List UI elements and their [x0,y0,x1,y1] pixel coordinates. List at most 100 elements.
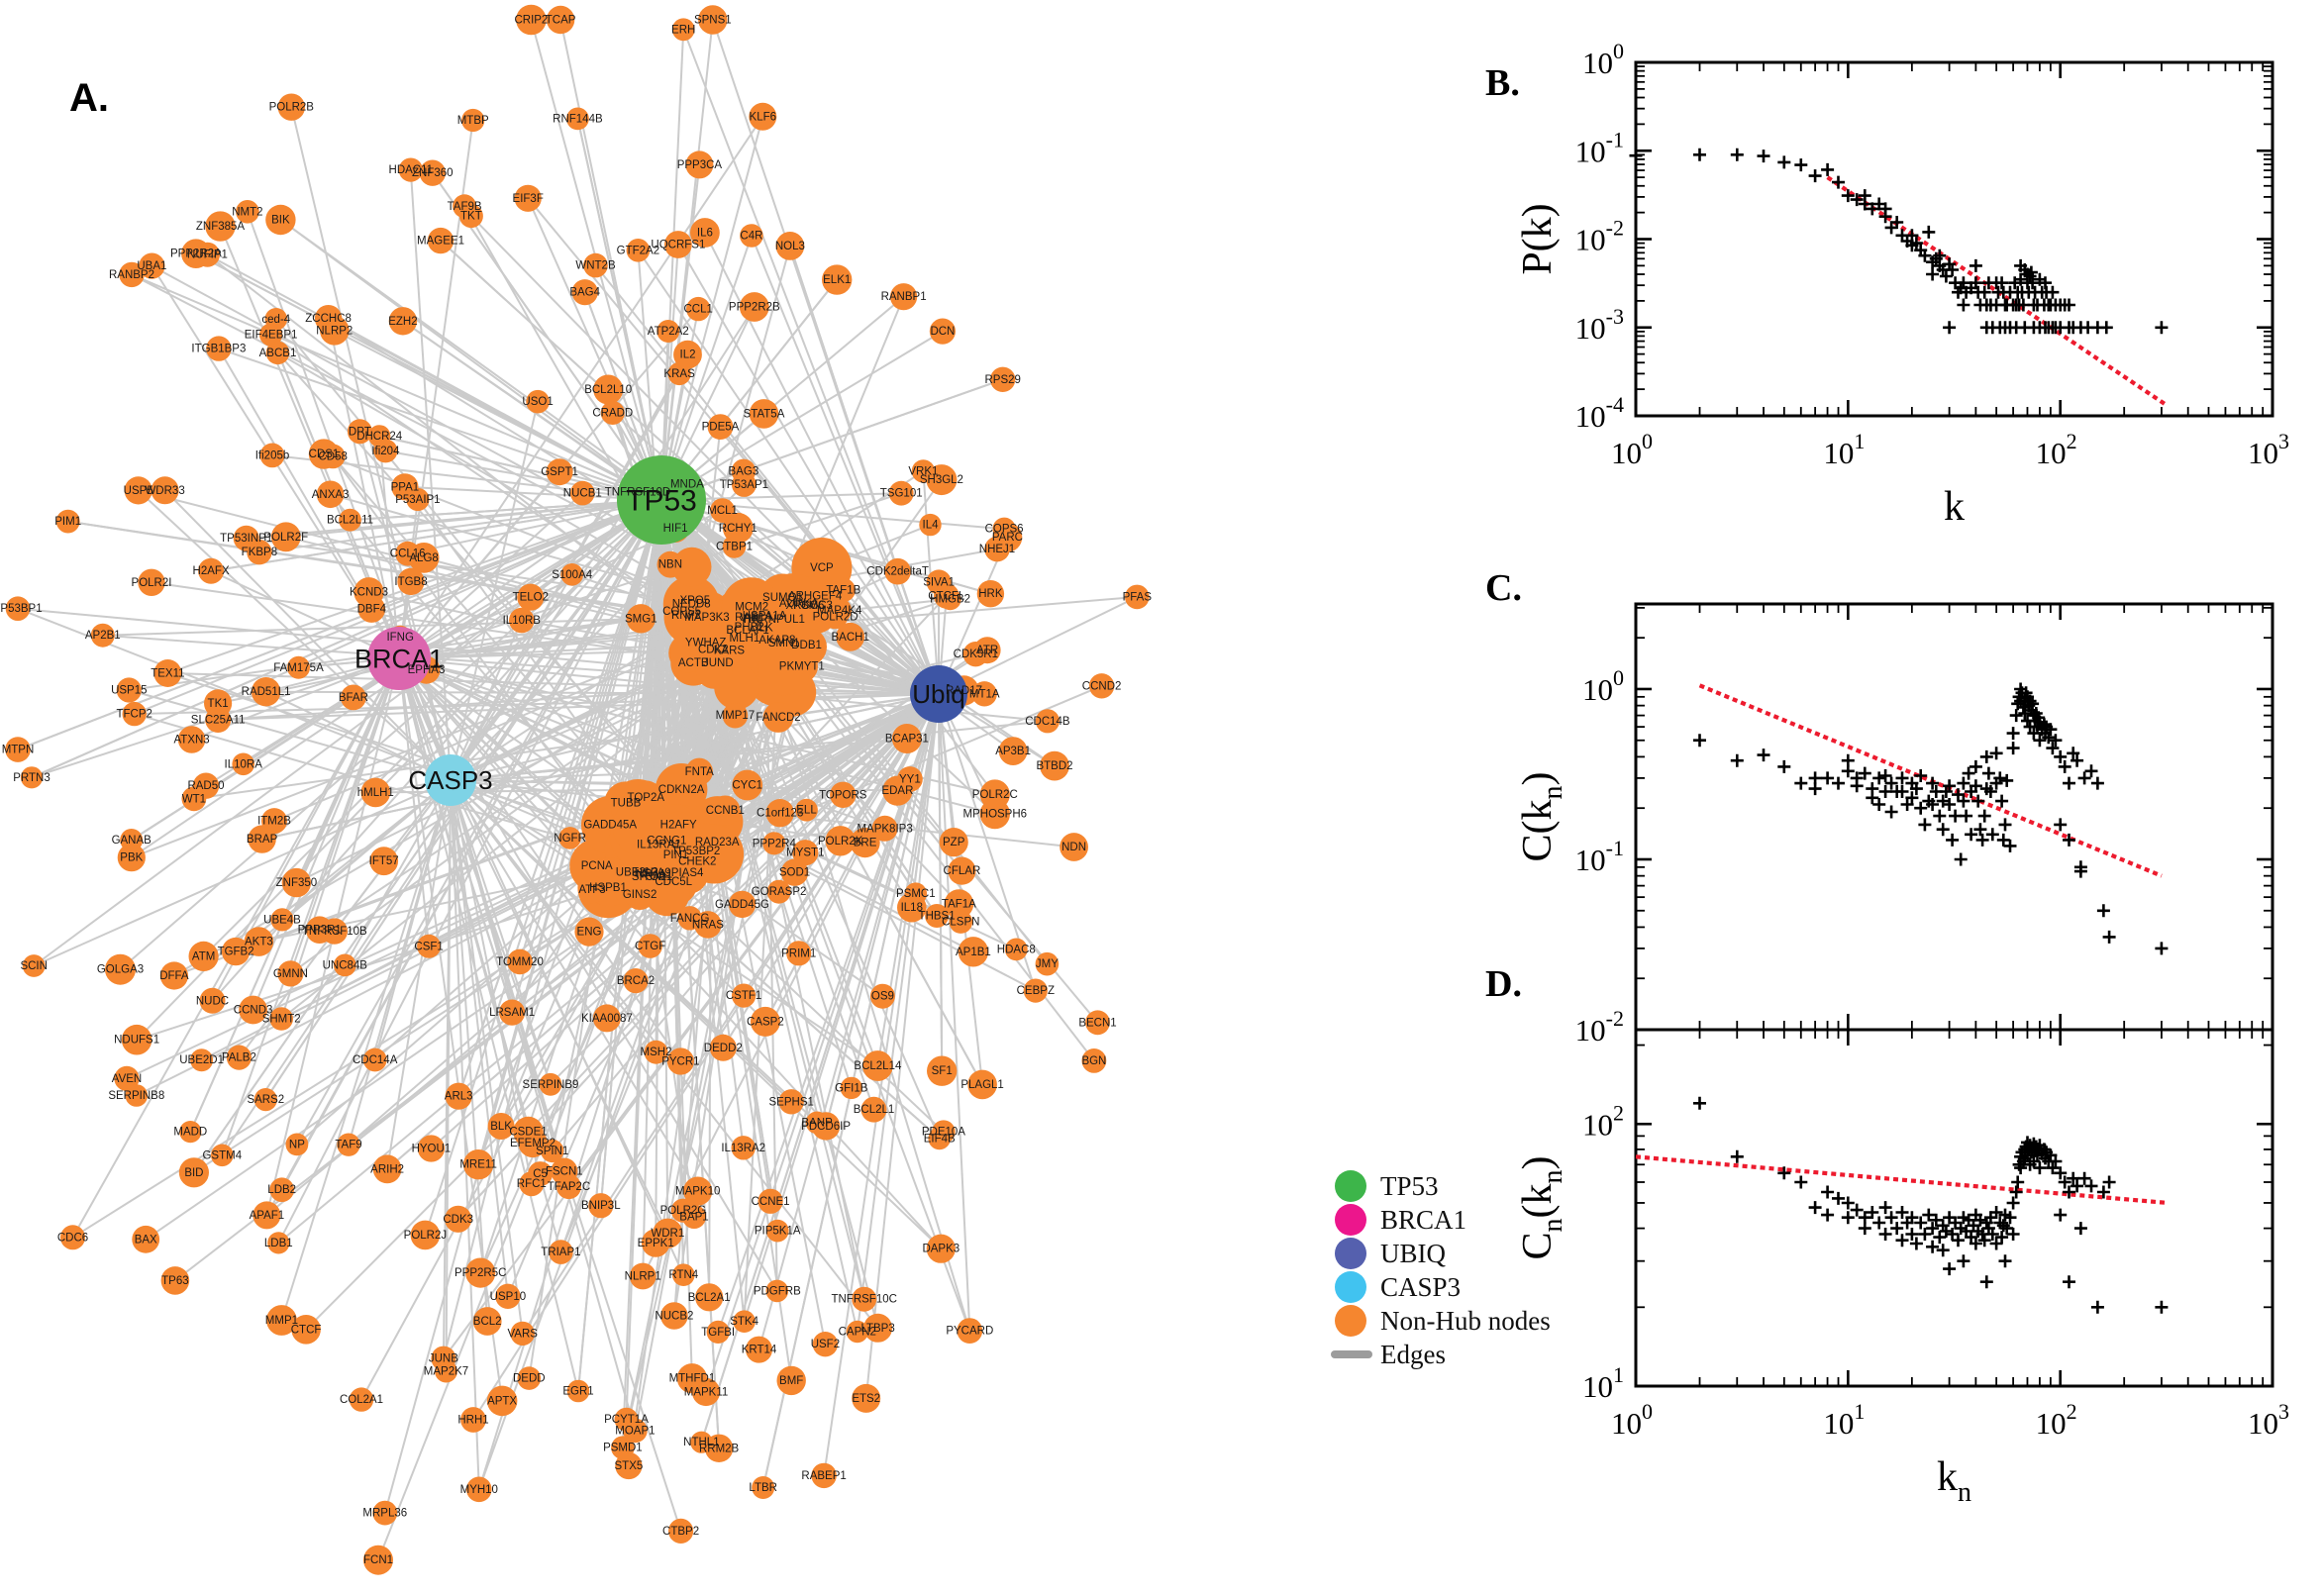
data-point [1878,785,1892,798]
network-node-label: ATR [976,645,998,656]
data-point [1922,225,1936,239]
network-node-label: EFEMP2 [510,1138,556,1149]
network-node-label: NUCB2 [655,1311,693,1323]
y-tick-label: 10-1 [1575,127,1624,168]
network-node-label: PDCD6IP [801,1121,851,1133]
network-node [486,1385,518,1417]
network-node-label: SLC25A11 [191,715,246,727]
network-edge [660,116,764,501]
network-node-label: IFNG [386,632,414,644]
data-point [2000,773,2014,787]
network-node [516,4,547,36]
network-node [765,799,794,828]
data-point [1926,776,1940,790]
network-node [226,1045,252,1070]
network-node [408,543,440,573]
network-node [593,374,624,405]
network-node-label: FAM175A [273,662,324,674]
legend: TP53 BRCA1 UBIQ CASP3 Non-Hub nodes Edges [1331,1170,1551,1369]
data-point [2084,764,2098,778]
data-point [1866,1206,1879,1219]
network-node [766,879,791,904]
network-node [644,1040,668,1064]
data-point [2077,771,2091,785]
data-point [1841,189,1855,203]
network-node-label: WDR33 [145,485,184,497]
network-node [132,1225,160,1253]
network-node-label: JUND [703,657,734,669]
data-point [1777,155,1791,169]
network-node-label: PPP2R4 [753,838,797,849]
network-node [746,1336,772,1363]
panel-b-label: B. [1485,62,1520,104]
data-point [2006,1196,2020,1210]
network-node-label: GORASP2 [752,886,807,898]
panel-d-label: D. [1485,963,1522,1005]
hub-node-casp3 [425,754,476,806]
network-node-label: TOP2A [628,792,665,804]
network-node-label: GTF2A2 [617,245,659,256]
network-node [948,856,976,885]
network-node-label: TSG101 [880,488,923,500]
network-node [869,983,895,1009]
network-node [927,1055,958,1086]
network-node-label: AVEN [112,1073,142,1085]
network-node [281,867,312,898]
network-node [354,577,384,608]
network-node [160,1266,190,1295]
network-node-label: AKT3 [245,937,273,948]
data-point [1914,769,1928,782]
data-point [1946,263,1960,276]
network-node [695,1283,724,1312]
network-node-label: MLH1 [730,633,760,645]
data-point [1933,809,1947,823]
network-edge [373,779,452,1060]
network-node-label: SF1 [932,1065,953,1077]
network-node-label: SHMT2 [262,1014,301,1026]
network-node-label: DDB1 [791,640,822,651]
y-axis-label-D: Cn(kn) [1515,1155,1568,1259]
data-point [1995,1231,2009,1245]
network-node-label: HNRNPUL1 [744,614,805,626]
data-point [2077,1171,2091,1185]
network-node-label: DCN [930,326,955,338]
x-tick-label: 101 [1823,429,1865,470]
network-node-label: KARS [714,646,746,657]
network-node [583,252,608,278]
network-node [592,1004,621,1033]
data-point [1841,1196,1855,1210]
network-node [460,1407,486,1433]
network-panel: SEPHS1 TEX11 MAPK10 PIM1 EPPK1 USO1 GSPT1 UBE4B… [0,4,1152,1575]
x-axis-label-B: k [1944,484,1965,530]
network-node-label: STK4 [730,1316,758,1328]
network-node [891,724,922,753]
network-node [762,702,794,733]
network-node-core [788,628,827,666]
data-point [1832,776,1845,790]
network-node-label: PIN1 [663,849,689,861]
network-node-label: TP53INP1 [220,533,272,545]
x-tick-label: 100 [1611,1399,1653,1441]
x-axis-label-D: kn [1937,1454,1971,1508]
network-node-label: GSPT1 [541,466,578,478]
network-node-label: JMY [1036,958,1059,970]
data-point [2102,1175,2116,1189]
network-edge [386,779,452,1169]
network-node-label: C5 [533,1168,548,1180]
panel-a-label: A. [69,76,109,120]
network-node-label: ALG8 [409,552,438,564]
network-node-label: PRTN3 [13,772,50,784]
network-node-label: PPP3R1 [298,925,342,937]
network-node [690,218,720,248]
network-node [239,995,267,1025]
network-node [472,1307,502,1336]
network-node-label: NBN [658,559,682,571]
network-node [666,1047,695,1075]
data-point [1960,809,1973,823]
network-node [846,1320,868,1344]
network-node-label: TRIAP1 [541,1247,580,1258]
x-tick-label: 103 [2248,429,2289,470]
data-point [1979,749,1993,763]
network-node-label: KIAA0087 [581,1013,633,1025]
